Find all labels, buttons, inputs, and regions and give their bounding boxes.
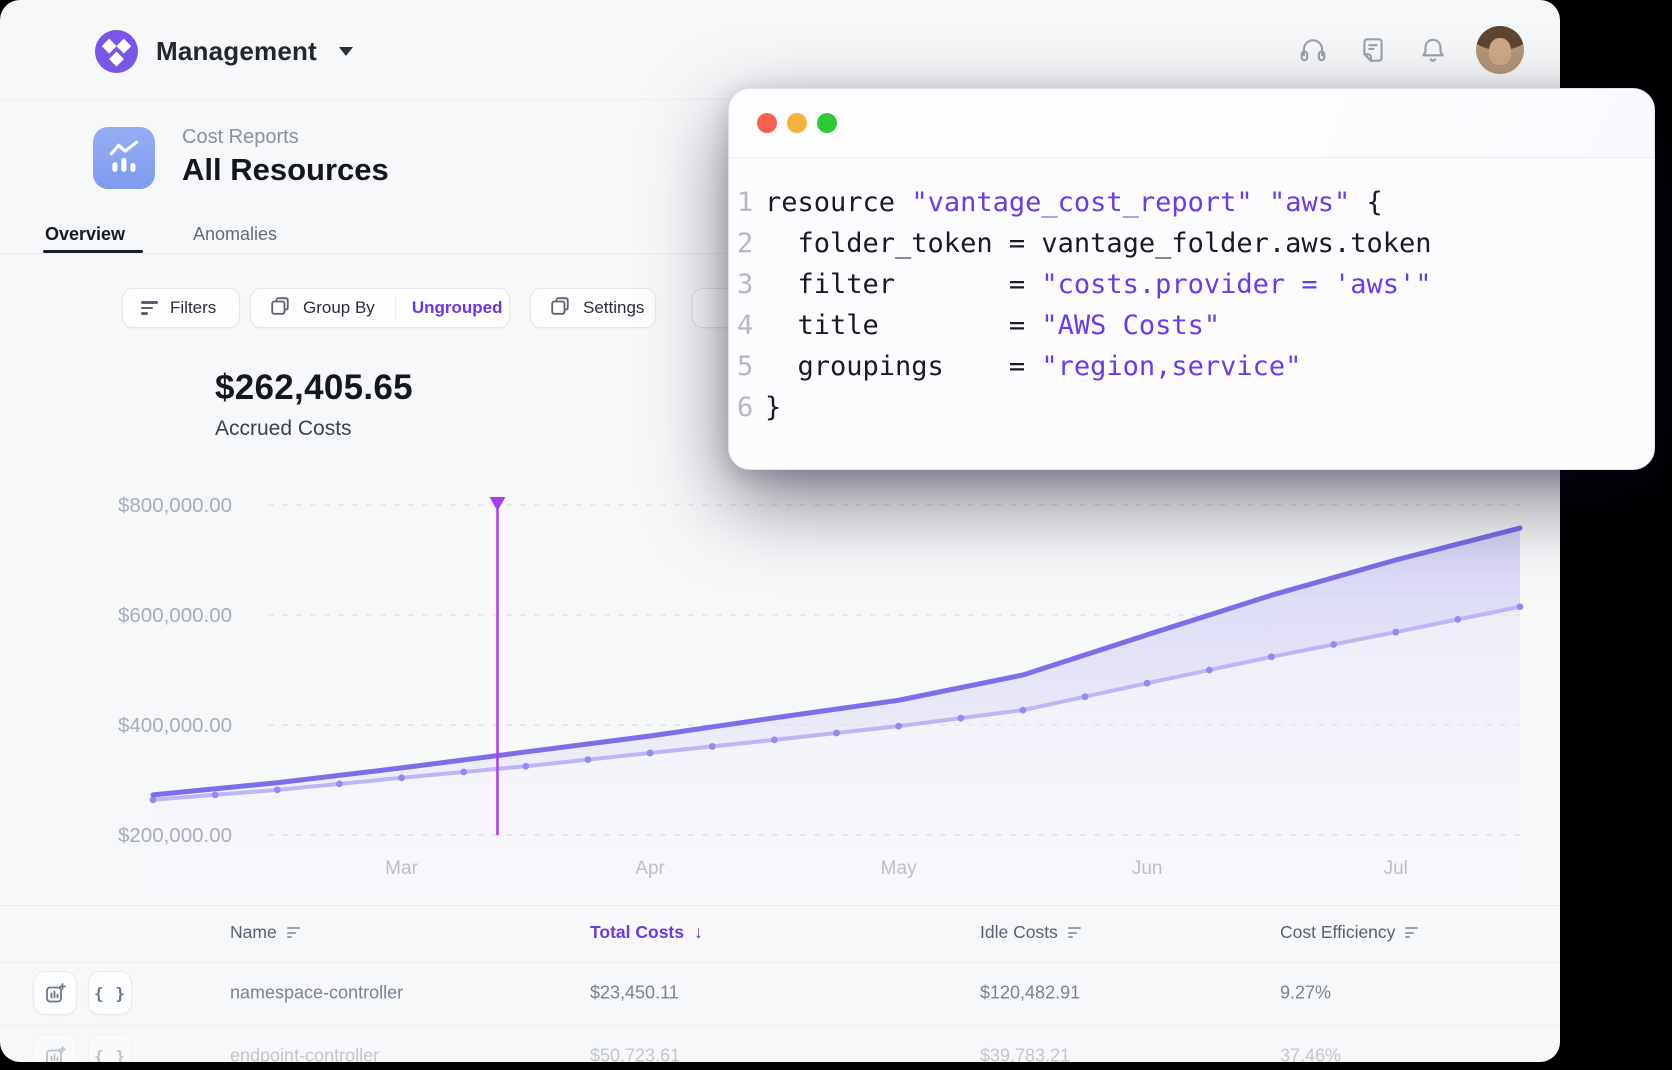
braces-icon: { } xyxy=(94,1046,126,1063)
column-header-idle-costs[interactable]: Idle Costs xyxy=(980,922,1081,943)
group-by-label: Group By xyxy=(303,298,375,317)
table-header-divider xyxy=(0,962,1560,963)
column-header-name[interactable]: Name xyxy=(230,922,300,943)
accrued-costs-amount: $262,405.65 xyxy=(215,368,413,407)
accrued-costs-label: Accrued Costs xyxy=(215,417,352,440)
code-window-titlebar[interactable] xyxy=(729,89,1654,158)
sort-icon xyxy=(286,924,300,940)
svg-text:Apr: Apr xyxy=(635,858,665,879)
svg-text:May: May xyxy=(881,858,917,879)
svg-text:Jun: Jun xyxy=(1132,858,1163,879)
svg-text:$800,000.00: $800,000.00 xyxy=(118,494,232,517)
release-notes-icon[interactable] xyxy=(1356,33,1390,67)
row-divider xyxy=(0,1025,1560,1026)
stack-icon xyxy=(549,295,571,322)
notifications-bell-icon[interactable] xyxy=(1416,33,1450,67)
view-code-braces-icon-button[interactable]: { } xyxy=(88,971,132,1015)
close-traffic-light-icon[interactable] xyxy=(757,113,777,133)
cell-cost-efficiency: 9.27% xyxy=(1280,982,1332,1003)
sort-icon xyxy=(1405,924,1419,940)
terraform-code-window: 1 resource "vantage_cost_report" "aws" {2… xyxy=(728,88,1655,470)
header-actions xyxy=(1296,0,1524,100)
tab-anomalies[interactable]: Anomalies xyxy=(193,224,278,244)
user-avatar[interactable] xyxy=(1476,26,1524,74)
breadcrumb[interactable]: Cost Reports xyxy=(182,126,299,148)
support-headphones-icon[interactable] xyxy=(1296,33,1330,67)
cell-total-costs: $23,450.11 xyxy=(590,982,679,1003)
group-by-button[interactable]: Group By Ungrouped xyxy=(250,288,510,328)
sort-icon xyxy=(1067,924,1081,940)
vantage-logo-icon xyxy=(95,29,138,73)
stack-icon xyxy=(269,295,291,322)
add-to-report-icon-button[interactable] xyxy=(33,971,77,1015)
filter-icon xyxy=(141,298,158,318)
cell-idle-costs: $120,482.91 xyxy=(980,982,1081,1003)
cell-name: endpoint-controller xyxy=(230,1045,380,1063)
svg-text:Mar: Mar xyxy=(385,858,418,879)
svg-text:$200,000.00: $200,000.00 xyxy=(118,824,232,847)
settings-label: Settings xyxy=(583,298,645,317)
filters-label: Filters xyxy=(170,298,217,317)
cell-idle-costs: $39,783.21 xyxy=(980,1045,1071,1063)
cost-report-icon xyxy=(93,127,155,189)
table-row[interactable]: { } namespace-controller $23,450.11 $120… xyxy=(0,962,1560,1024)
sort-desc-arrow-icon: ↓ xyxy=(694,922,703,942)
top-header: Management xyxy=(0,0,1560,100)
view-code-braces-icon-button[interactable]: { } xyxy=(88,1034,132,1062)
column-header-cost-efficiency[interactable]: Cost Efficiency xyxy=(1280,922,1419,943)
minimize-traffic-light-icon[interactable] xyxy=(787,113,807,133)
table-row[interactable]: { } endpoint-controller $50,723.61 $39,7… xyxy=(0,1025,1560,1062)
tab-overview[interactable]: Overview xyxy=(45,224,126,244)
svg-text:$400,000.00: $400,000.00 xyxy=(118,714,232,737)
zoom-traffic-light-icon[interactable] xyxy=(817,113,837,133)
active-tab-underline xyxy=(43,250,143,253)
table-top-divider xyxy=(0,905,1560,906)
column-header-total-costs[interactable]: Total Costs ↓ xyxy=(590,922,703,942)
add-to-report-icon-button[interactable] xyxy=(33,1034,77,1062)
group-by-value: Ungrouped xyxy=(411,298,503,317)
svg-text:Jul: Jul xyxy=(1384,858,1408,879)
filters-button[interactable]: Filters xyxy=(122,288,240,328)
code-editor: 1 resource "vantage_cost_report" "aws" {2… xyxy=(737,187,1432,423)
workspace-switcher[interactable]: Management xyxy=(95,29,353,73)
cell-name: namespace-controller xyxy=(230,982,404,1003)
cost-chart[interactable]: $800,000.00 $600,000.00 $400,000.00 $200,00… xyxy=(0,440,1560,900)
cell-cost-efficiency: 37.46% xyxy=(1280,1045,1342,1063)
button-divider xyxy=(394,297,396,319)
chevron-down-icon xyxy=(338,46,353,56)
workspace-name: Management xyxy=(156,35,317,66)
braces-icon: { } xyxy=(94,983,126,1003)
svg-text:$600,000.00: $600,000.00 xyxy=(118,604,232,627)
page-title: All Resources xyxy=(182,152,389,187)
settings-button[interactable]: Settings xyxy=(530,288,656,328)
cell-total-costs: $50,723.61 xyxy=(590,1045,681,1063)
